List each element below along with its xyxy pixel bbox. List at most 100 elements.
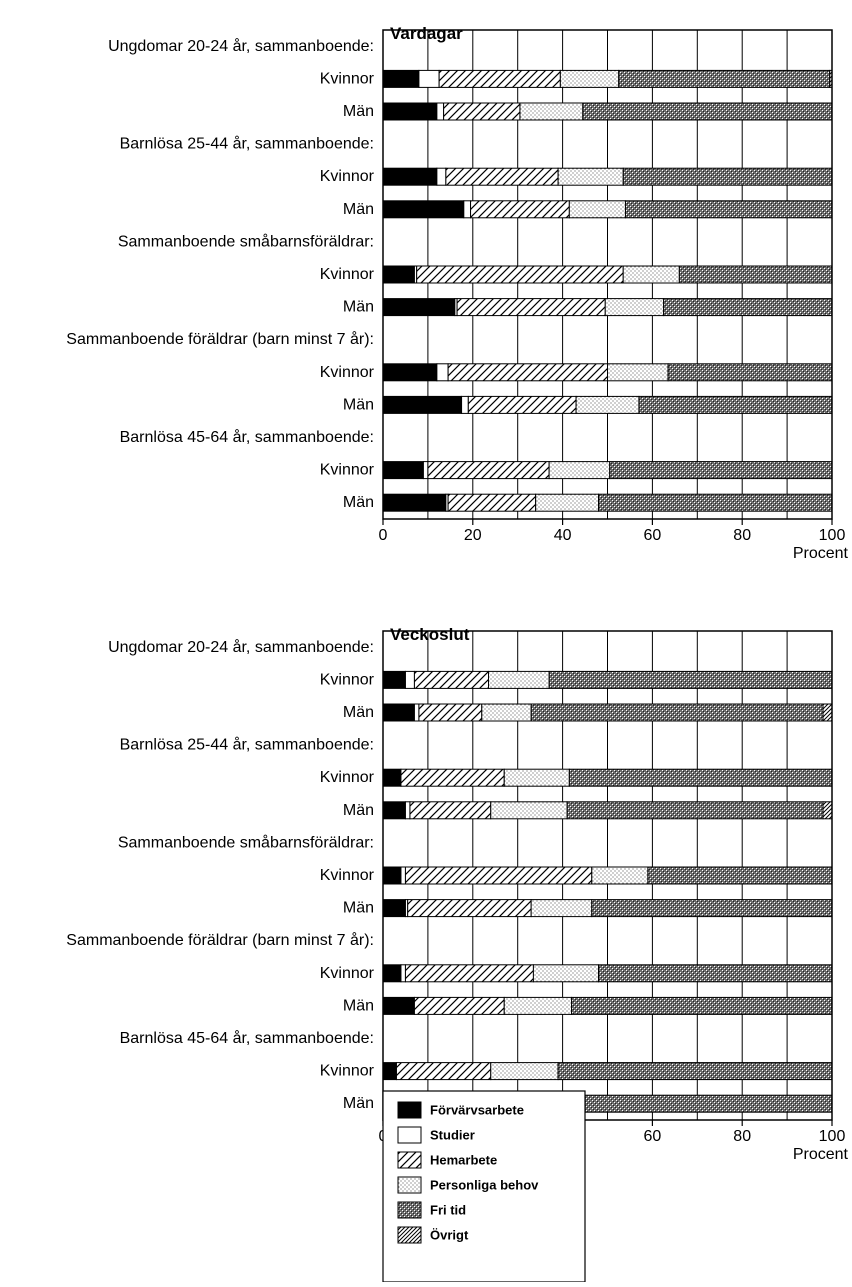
panel-vardagar: Ungdomar 20-24 år, sammanboende: Vardagar…	[66, 24, 848, 562]
bar-sammanboende-smabarnsforaldrar-man	[382, 899, 833, 918]
bar-sammanboende-smabarnsforaldrar-kvinnor	[382, 265, 833, 284]
x-tick-label: 80	[733, 1128, 751, 1145]
bar-segment-hemarbete	[427, 461, 550, 480]
legend-item-studier: Studier	[397, 1126, 475, 1144]
bar-segment-hemarbete	[395, 1062, 492, 1081]
group-label: Sammanboende småbarnsföräldrar:	[118, 232, 374, 250]
legend-swatch	[397, 1201, 422, 1219]
bar-segment-fri-tid	[618, 69, 831, 88]
bar-segment-fri-tid	[609, 461, 833, 480]
bar-sammanboende-smabarnsforaldrar-kvinnor	[382, 866, 833, 885]
group-label: Barnlösa 25-44 år, sammanboende:	[120, 736, 374, 754]
bar-segment-fri-tid	[624, 200, 833, 219]
bar-segment-forvarvsarbete	[382, 363, 438, 382]
bar-segment-fri-tid	[638, 395, 833, 414]
legend-label: Personliga behov	[430, 1178, 539, 1193]
bar-segment-personliga-behov	[503, 768, 570, 787]
x-tick-label: 0	[379, 527, 388, 544]
bar-barnlosa-45-64-ar-sammanboende-kvinnor	[382, 461, 833, 480]
legend: Förvärvsarbete Studier Hemarbete Personliga…	[382, 1090, 586, 1283]
bar-segment-personliga-behov	[622, 265, 680, 284]
bar-barnlosa-45-64-ar-sammanboende-man	[382, 493, 833, 512]
bar-segment-personliga-behov	[490, 801, 568, 820]
bar-segment-studier	[436, 102, 445, 121]
bars	[382, 69, 833, 512]
bar-segment-hemarbete	[413, 670, 490, 689]
bar-segment-studier	[400, 964, 406, 983]
panel-title: Vardagar	[390, 24, 463, 43]
category-label: Män	[343, 201, 374, 218]
bar-segment-fri-tid	[557, 1062, 833, 1081]
bar-ungdomar-20-24-ar-sammanboende-man	[382, 102, 833, 121]
bar-segment-hemarbete	[443, 102, 521, 121]
bar-sammanboende-foraldrar-barn-minst-7-ar-man	[382, 996, 833, 1015]
bar-segment-fri-tid	[582, 102, 833, 121]
category-label: Män	[343, 299, 374, 316]
bar-segment-studier	[436, 167, 447, 186]
bar-sammanboende-smabarnsforaldrar-man	[382, 298, 833, 317]
bar-barnlosa-25-44-ar-sammanboende-man	[382, 200, 833, 219]
x-tick-label: 60	[644, 527, 662, 544]
bar-barnlosa-25-44-ar-sammanboende-kvinnor	[382, 167, 833, 186]
category-label: Kvinnor	[320, 168, 375, 185]
category-label: Kvinnor	[320, 671, 375, 688]
bar-segment-forvarvsarbete	[382, 801, 406, 820]
x-tick-label: 20	[464, 527, 482, 544]
legend-label: Förvärvsarbete	[430, 1103, 524, 1118]
panel-title: Veckoslut	[390, 625, 470, 644]
bar-segment-personliga-behov	[557, 167, 624, 186]
category-label: Kvinnor	[320, 769, 375, 786]
category-label: Män	[343, 997, 374, 1014]
bar-segment-hemarbete	[470, 200, 570, 219]
legend-swatch	[397, 1226, 422, 1244]
bar-segment-ovrigt	[822, 801, 833, 820]
category-label: Män	[343, 494, 374, 511]
bar-segment-personliga-behov	[481, 703, 532, 722]
bar-segment-fri-tid	[667, 363, 833, 382]
bar-segment-forvarvsarbete	[382, 899, 406, 918]
bar-segment-hemarbete	[404, 964, 534, 983]
legend-item-personliga-behov: Personliga behov	[397, 1176, 539, 1194]
bar-segment-fri-tid	[647, 866, 833, 885]
bar-segment-fri-tid	[548, 670, 833, 689]
bar-segment-studier	[461, 395, 469, 414]
category-label: Kvinnor	[320, 867, 375, 884]
bar-segment-forvarvsarbete	[382, 265, 415, 284]
bar-segment-studier	[463, 200, 472, 219]
category-label: Kvinnor	[320, 965, 375, 982]
bar-segment-personliga-behov	[575, 395, 640, 414]
bar-barnlosa-25-44-ar-sammanboende-man	[382, 801, 833, 820]
category-label: Män	[343, 704, 374, 721]
group-label: Sammanboende småbarnsföräldrar:	[118, 833, 374, 851]
x-axis-label: Procent	[793, 1146, 849, 1163]
bar-segment-personliga-behov	[488, 670, 550, 689]
group-label: Sammanboende föräldrar (barn minst 7 år)…	[66, 330, 374, 348]
bar-segment-fri-tid	[622, 167, 833, 186]
legend-label: Studier	[430, 1128, 475, 1143]
bar-segment-fri-tid	[598, 493, 833, 512]
category-label: Män	[343, 1095, 374, 1112]
plot-frame	[382, 29, 833, 520]
bar-segment-fri-tid	[598, 964, 833, 983]
bar-sammanboende-foraldrar-barn-minst-7-ar-man	[382, 395, 833, 414]
x-tick-label: 40	[554, 527, 572, 544]
bar-segment-forvarvsarbete	[382, 200, 465, 219]
legend-swatch	[397, 1126, 422, 1144]
bar-segment-personliga-behov	[559, 69, 620, 88]
bar-segment-personliga-behov	[490, 1062, 559, 1081]
group-label: Barnlösa 45-64 år, sammanboende:	[120, 428, 374, 446]
group-label: Barnlösa 25-44 år, sammanboende:	[120, 135, 374, 153]
bar-segment-personliga-behov	[604, 298, 665, 317]
bar-segment-fri-tid	[571, 996, 833, 1015]
bar-sammanboende-foraldrar-barn-minst-7-ar-kvinnor	[382, 363, 833, 382]
bar-segment-personliga-behov	[591, 866, 649, 885]
bar-segment-studier	[413, 703, 420, 722]
bar-segment-personliga-behov	[548, 461, 611, 480]
bar-segment-studier	[418, 69, 440, 88]
legend-swatch	[397, 1101, 422, 1119]
bar-segment-hemarbete	[416, 265, 624, 284]
bar-segment-hemarbete	[447, 493, 537, 512]
bar-segment-personliga-behov	[519, 102, 584, 121]
